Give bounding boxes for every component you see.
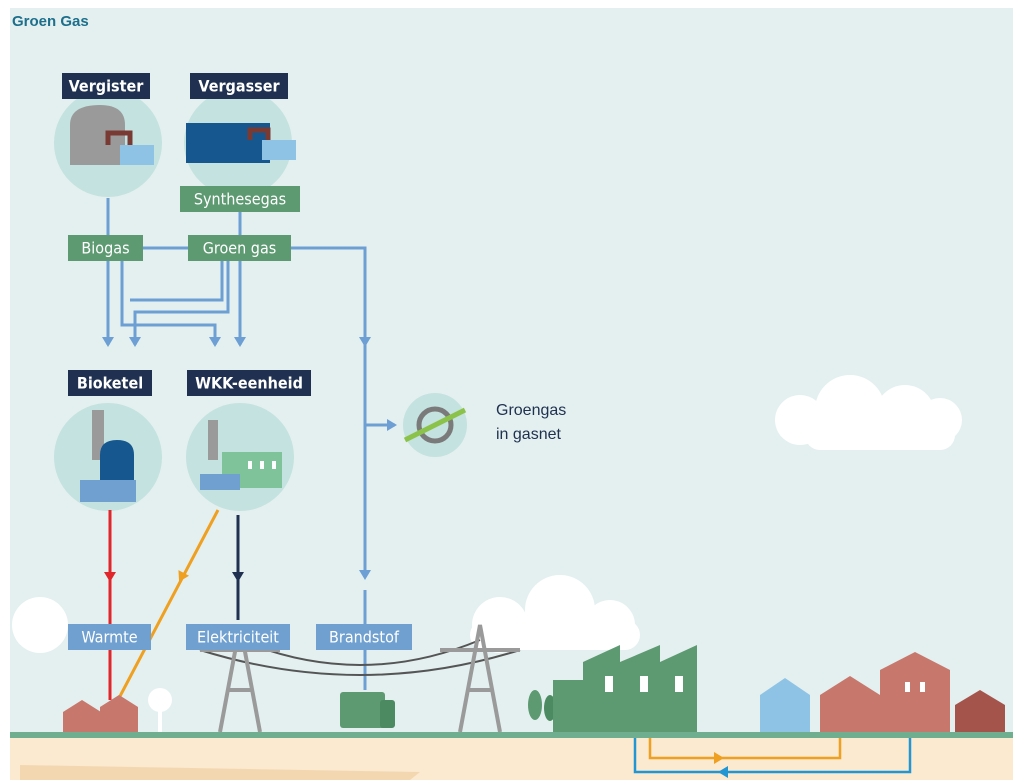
label-text: Vergasser xyxy=(198,77,280,96)
label-text: WKK-eenheid xyxy=(195,374,303,393)
label-text: Vergister xyxy=(69,77,145,96)
label-text: Groen gas xyxy=(203,239,277,258)
label-text: Warmte xyxy=(81,628,137,647)
page: Groen Gas Vergister Vergasser Synthesegas B… xyxy=(0,0,1013,780)
cloud-base xyxy=(805,420,955,450)
window xyxy=(260,461,264,469)
truck xyxy=(340,692,385,728)
tank xyxy=(262,140,296,160)
title: Groen Gas xyxy=(12,13,89,30)
label-text: Bioketel xyxy=(77,374,143,393)
window xyxy=(920,682,925,692)
cloud xyxy=(12,597,68,653)
tank xyxy=(120,145,154,165)
trunk xyxy=(158,705,162,732)
gasnet-label: Groengas xyxy=(496,402,566,419)
label-text: Elektriciteit xyxy=(197,628,279,647)
tree xyxy=(528,690,542,720)
window xyxy=(248,461,252,469)
chimney xyxy=(208,420,218,460)
window xyxy=(605,676,613,692)
window xyxy=(905,682,910,692)
truck-cab xyxy=(380,700,395,728)
base xyxy=(200,474,240,490)
window xyxy=(640,676,648,692)
cloud-base xyxy=(470,620,640,650)
window xyxy=(675,676,683,692)
label-text: Biogas xyxy=(81,239,129,258)
diagram: Groen Gas Vergister Vergasser Synthesegas B… xyxy=(0,0,1013,780)
boiler xyxy=(100,440,134,480)
label-text: Brandstof xyxy=(329,628,400,647)
label-text: Synthesegas xyxy=(194,190,286,209)
window xyxy=(272,461,276,469)
grass-line xyxy=(10,732,1013,738)
gasnet-label: in gasnet xyxy=(496,426,561,443)
base xyxy=(80,480,136,502)
